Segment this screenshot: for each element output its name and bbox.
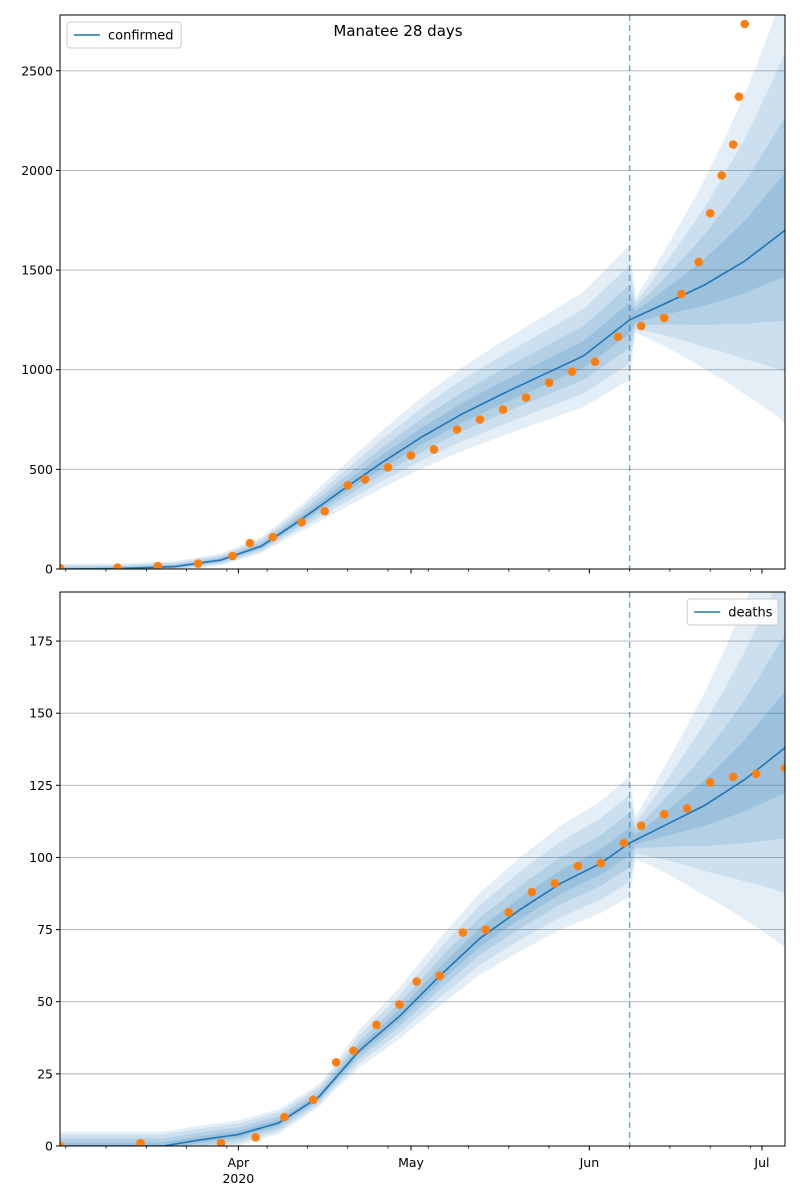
y-tick-label: 0: [45, 562, 53, 577]
data-point: [734, 92, 744, 101]
data-point: [383, 463, 393, 472]
uncertainty-band: [60, 634, 785, 1146]
data-point: [153, 561, 163, 569]
data-point: [113, 563, 122, 569]
data-point: [395, 1000, 404, 1009]
data-point: [717, 171, 726, 180]
panel-1: 0 500 1000 1500 2000 2500 Manatee 28 days confi…: [21, 14, 786, 577]
y-tick-label: 2000: [21, 163, 53, 178]
chart-title: Manatee 28 days: [333, 22, 462, 40]
data-point: [613, 332, 623, 342]
data-point: [544, 378, 554, 388]
x-tick-label: May: [398, 1155, 424, 1170]
data-point: [636, 321, 646, 331]
x-tick-label: Jun: [579, 1155, 600, 1170]
data-point: [320, 506, 330, 516]
data-point: [360, 475, 370, 484]
data-point: [308, 1095, 318, 1105]
data-point: [521, 393, 531, 402]
data-point: [677, 289, 686, 299]
y-tick-label: 500: [29, 462, 53, 477]
data-point: [251, 1133, 260, 1142]
axes-frame: [59, 14, 786, 570]
data-point: [136, 1138, 145, 1146]
data-point: [705, 778, 715, 787]
data-point: [567, 367, 577, 377]
data-point: [216, 1138, 226, 1146]
data-point: [780, 763, 785, 773]
y-tick-label: 75: [37, 922, 53, 937]
data-point: [728, 140, 738, 149]
y-tick-label: 100: [29, 850, 53, 865]
data-point: [406, 451, 416, 460]
legend: deaths: [686, 598, 779, 626]
data-point: [412, 977, 422, 986]
data-point: [331, 1058, 341, 1067]
data-point: [659, 313, 669, 323]
uncertainty-band: [60, 592, 785, 1146]
data-point: [475, 415, 485, 424]
data-point: [349, 1046, 358, 1056]
data-point: [429, 445, 439, 454]
data-point: [527, 887, 537, 897]
data-point: [740, 19, 749, 29]
y-tick-label: 2500: [21, 63, 53, 78]
data-point: [228, 551, 237, 561]
series-line-confirmed: [60, 229, 785, 569]
y-tick-label: 50: [37, 994, 53, 1009]
data-point: [343, 481, 353, 490]
y-tick-label: 1500: [21, 263, 53, 278]
legend: confirmed: [66, 21, 182, 49]
data-point: [682, 804, 692, 813]
data-point: [60, 563, 65, 569]
y-tick-label: 0: [45, 1139, 53, 1154]
data-point: [193, 559, 203, 568]
x-tick-label: Jul: [753, 1155, 769, 1170]
data-point: [504, 908, 514, 917]
x-tick-label-year: 2020: [222, 1171, 254, 1186]
data-point: [694, 257, 703, 267]
axes-frame: [59, 591, 786, 1147]
data-point: [619, 838, 629, 848]
data-point: [728, 772, 738, 781]
data-point: [60, 1141, 65, 1146]
data-point: [636, 821, 646, 830]
uncertainty-band: [60, 53, 785, 569]
data-point: [372, 1020, 381, 1030]
data-point: [573, 861, 583, 871]
y-tick-label: 125: [29, 778, 53, 793]
data-point: [280, 1112, 289, 1122]
data-point: [435, 971, 445, 981]
data-point: [659, 809, 669, 819]
legend-box: [686, 598, 779, 626]
plot-area: [60, 15, 785, 569]
data-point: [268, 532, 278, 542]
data-point: [452, 425, 462, 434]
legend-label: confirmed: [108, 29, 174, 44]
data-point: [498, 405, 508, 414]
y-tick-label: 150: [29, 706, 53, 721]
x-tick-label: Apr: [228, 1155, 250, 1170]
plot-area: [60, 592, 785, 1146]
data-point: [481, 925, 491, 934]
legend-box: [66, 21, 182, 49]
y-tick-label: 175: [29, 634, 53, 649]
series-line-deaths: [60, 747, 785, 1146]
data-point: [705, 209, 715, 218]
data-point: [751, 769, 761, 779]
y-tick-label: 25: [37, 1066, 53, 1081]
uncertainty-band: [60, 15, 785, 569]
legend-label: deaths: [728, 606, 773, 621]
data-point: [550, 879, 560, 888]
y-tick-label: 1000: [21, 362, 53, 377]
data-point: [458, 928, 468, 937]
data-point: [590, 357, 600, 367]
data-point: [596, 858, 606, 868]
data-point: [297, 517, 307, 527]
data-point: [245, 538, 255, 548]
